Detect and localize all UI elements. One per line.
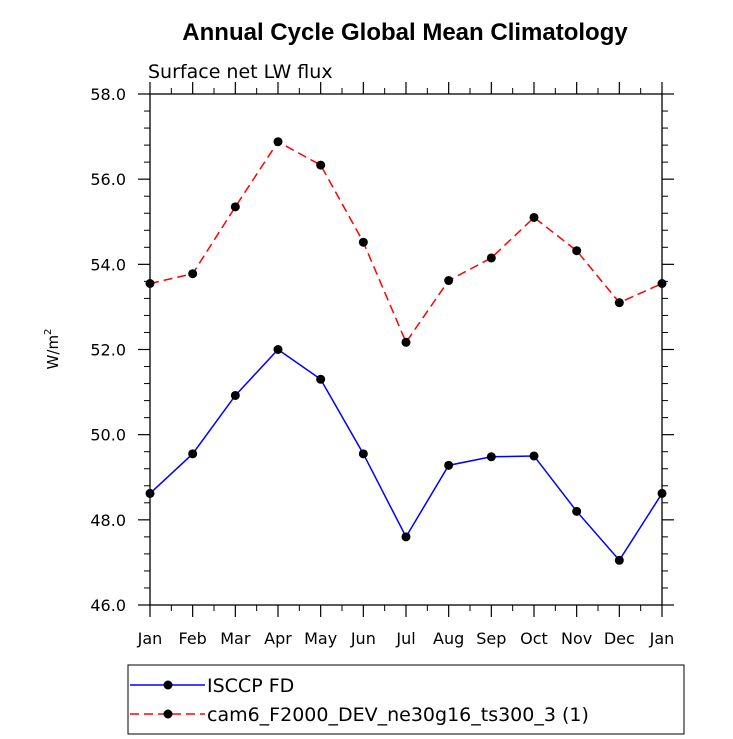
series-1-point <box>401 337 411 347</box>
legend-box <box>127 664 685 735</box>
x-tick-label: Apr <box>264 629 292 648</box>
chart-title: Annual Cycle Global Mean Climatology <box>182 19 628 46</box>
series-0-point <box>273 345 283 354</box>
series-1-point <box>316 160 326 170</box>
series-1-point <box>529 212 539 222</box>
series-0-point <box>230 390 240 400</box>
series-1-point <box>572 246 582 256</box>
series-0-point <box>316 374 326 384</box>
series-0-point <box>657 488 667 498</box>
x-tick-label: Jan <box>137 629 163 648</box>
y-axis-label-main: W/m <box>44 335 62 370</box>
y-tick-label: 54.0 <box>90 255 126 274</box>
series-0-point <box>614 555 624 565</box>
series-0-point <box>444 460 454 470</box>
y-tick-label: 48.0 <box>90 511 126 530</box>
x-tick-label: Aug <box>433 629 464 648</box>
series-0-point <box>145 488 155 498</box>
x-tick-label: Sep <box>476 629 506 648</box>
series-0-point <box>572 506 582 516</box>
x-tick-label: May <box>304 629 337 648</box>
series-line-0 <box>149 348 663 562</box>
series-0-point <box>358 449 368 459</box>
series-0-point <box>401 532 411 542</box>
y-tick-label: 56.0 <box>90 170 126 189</box>
y-tick-label: 58.0 <box>90 85 126 104</box>
series-0-point <box>486 452 496 462</box>
legend-marker-cam6 <box>163 709 173 719</box>
x-tick-label: Jul <box>395 629 415 648</box>
x-tick-label: Jun <box>350 629 376 648</box>
y-tick-label: 52.0 <box>90 341 126 360</box>
legend: ISCCP FD cam6_F2000_DEV_ne30g16_ts300_3 … <box>127 664 685 735</box>
y-tick-label: 50.0 <box>90 426 126 445</box>
x-ticks: Jan Feb Mar Apr May Jun Jul Aug Sep Oct Nov Dec Jan <box>137 82 675 648</box>
legend-marker-isccp <box>163 680 173 690</box>
x-tick-label: Nov <box>561 629 592 648</box>
y-ticks: 46.0 48.0 50.0 52.0 54.0 56.0 58.0 <box>90 85 674 615</box>
plot-frame <box>149 93 663 606</box>
series-line-1 <box>149 140 663 344</box>
y-axis-label-exponent: 2 <box>43 329 54 335</box>
series-0-point <box>188 449 198 459</box>
axes <box>149 93 663 606</box>
x-tick-label: Mar <box>220 629 251 648</box>
series-1-point <box>188 269 198 279</box>
legend-label-isccp: ISCCP FD <box>207 675 294 697</box>
series-1-point <box>230 202 240 212</box>
series-1-point <box>273 137 283 147</box>
x-tick-label: Dec <box>604 629 635 648</box>
series-0-point <box>529 451 539 461</box>
series-1-point <box>614 298 624 308</box>
y-tick-label: 46.0 <box>90 596 126 615</box>
series-1-point <box>444 276 454 286</box>
legend-label-cam6: cam6_F2000_DEV_ne30g16_ts300_3 (1) <box>207 704 589 726</box>
x-tick-label: Jan <box>649 629 675 648</box>
y-axis-label: W/m2 <box>43 329 62 370</box>
series-1-point <box>657 278 667 288</box>
x-tick-label: Oct <box>520 629 548 648</box>
series-1-point <box>145 278 155 288</box>
x-tick-label: Feb <box>179 629 207 648</box>
chart-subtitle: Surface net LW flux <box>148 61 333 83</box>
series-1-point <box>358 237 368 247</box>
series-layer <box>145 137 667 565</box>
series-1-point <box>486 253 496 263</box>
